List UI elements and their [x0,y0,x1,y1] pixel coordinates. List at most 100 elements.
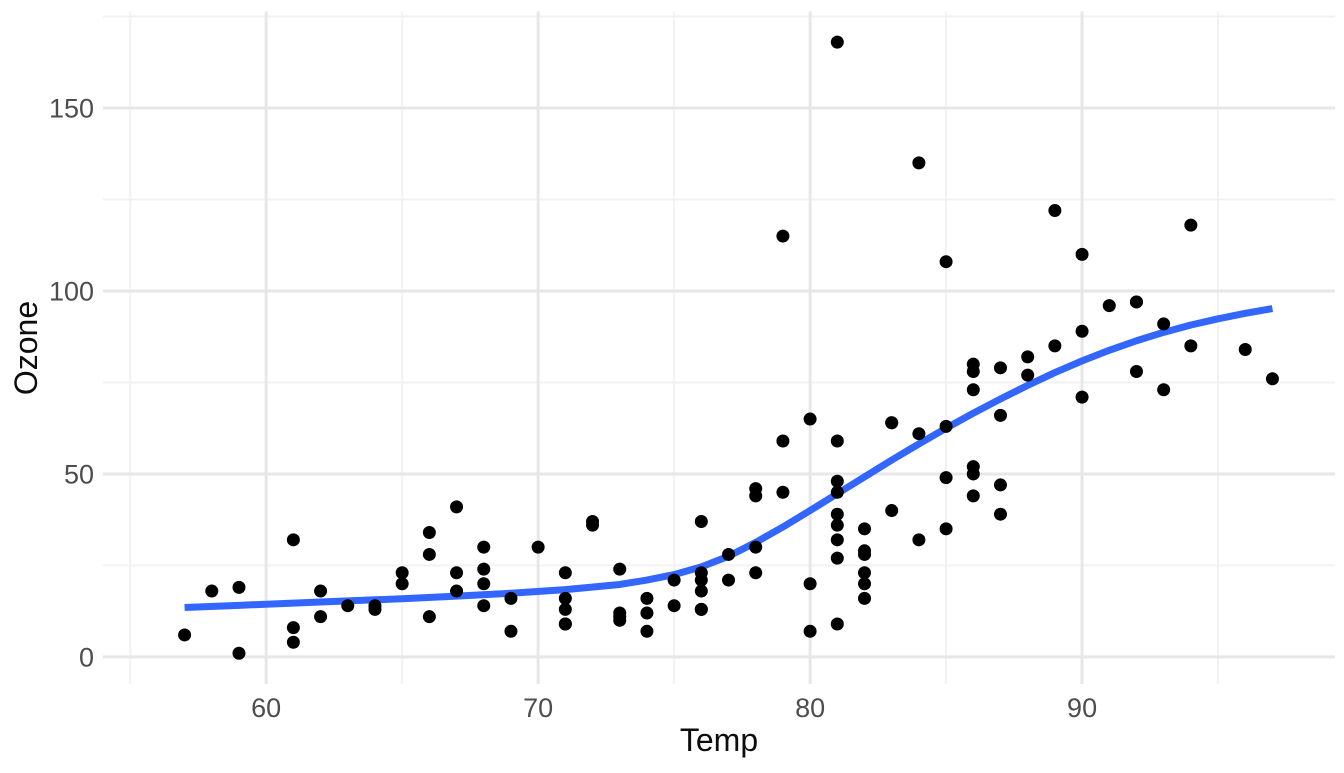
scatter-point [422,610,436,624]
scatter-point [830,507,844,521]
scatter-point [558,591,572,605]
scatter-point [749,489,763,503]
scatter-point [504,624,518,638]
scatter-point [966,383,980,397]
scatter-point [1184,339,1198,353]
scatter-point [694,584,708,598]
scatter-point [558,602,572,616]
y-axis-title: Ozone [8,301,44,395]
scatter-point [531,540,545,554]
scatter-points-group [178,35,1279,660]
scatter-point [477,577,491,591]
scatter-point [858,591,872,605]
scatter-point [694,602,708,616]
scatter-point [232,646,246,660]
scatter-point [749,566,763,580]
scatter-point [1129,364,1143,378]
scatter-point [939,255,953,269]
x-axis-tick-labels: 60 70 80 90 [251,693,1097,723]
scatter-point [830,533,844,547]
scatter-point [912,427,926,441]
scatter-point [966,467,980,481]
scatter-point [286,635,300,649]
scatter-point [477,599,491,613]
scatter-point [1157,317,1171,331]
scatter-point [395,577,409,591]
scatter-point [341,599,355,613]
x-axis-title: Temp [680,722,758,758]
scatter-point [1075,324,1089,338]
scatter-point [286,533,300,547]
scatter-point [286,621,300,635]
scatter-point [477,540,491,554]
scatter-point [205,584,219,598]
y-axis-tick-label: 0 [79,642,94,672]
scatter-point [232,580,246,594]
scatter-point [640,606,654,620]
scatter-point [1048,339,1062,353]
scatter-point [939,522,953,536]
scatter-point [912,533,926,547]
scatter-point [1048,203,1062,217]
scatter-point [885,504,899,518]
x-axis-tick-label: 70 [523,693,553,723]
scatter-point [830,434,844,448]
y-axis-tick-labels: 0 50 100 150 [49,94,94,673]
major-gridlines [103,11,1335,684]
y-axis-tick-label: 100 [49,276,94,306]
scatter-point [694,515,708,529]
scatter-point [640,624,654,638]
scatter-point [858,547,872,561]
scatter-point [749,540,763,554]
scatter-point [368,602,382,616]
scatter-point [912,156,926,170]
scatter-point [450,566,464,580]
minor-gridlines [103,11,1335,684]
y-axis-tick-label: 150 [49,94,94,124]
scatter-point [477,562,491,576]
scatter-point [504,591,518,605]
scatter-point [314,610,328,624]
scatter-point [1075,247,1089,261]
scatter-point [830,518,844,532]
scatter-point [722,547,736,561]
scatter-point [1102,299,1116,313]
scatter-point [939,471,953,485]
scatter-point [1021,350,1035,364]
scatter-point [830,617,844,631]
scatter-point [694,573,708,587]
scatter-point [803,577,817,591]
scatter-point [667,599,681,613]
scatter-point [1021,368,1035,382]
scatter-point [395,566,409,580]
scatter-point [776,485,790,499]
scatter-point [803,624,817,638]
scatter-point [558,617,572,631]
scatter-point [450,500,464,514]
scatter-point [830,35,844,49]
scatter-point [422,526,436,540]
scatter-point [830,474,844,488]
scatter-point [993,361,1007,375]
scatter-point [314,584,328,598]
y-axis-tick-label: 50 [64,459,94,489]
scatter-point [830,485,844,499]
scatter-point [1184,218,1198,232]
scatter-point [858,522,872,536]
x-axis-tick-label: 60 [251,693,281,723]
scatter-point [830,551,844,565]
scatter-point [422,547,436,561]
scatter-point [939,419,953,433]
smooth-line-group [184,305,1274,612]
scatter-point [858,577,872,591]
smooth-line [184,305,1274,612]
scatter-point [1265,372,1279,386]
scatter-point [558,566,572,580]
scatter-point [586,518,600,532]
scatter-point [1157,383,1171,397]
scatter-point [1075,390,1089,404]
scatter-point [966,364,980,378]
scatter-point [776,229,790,243]
